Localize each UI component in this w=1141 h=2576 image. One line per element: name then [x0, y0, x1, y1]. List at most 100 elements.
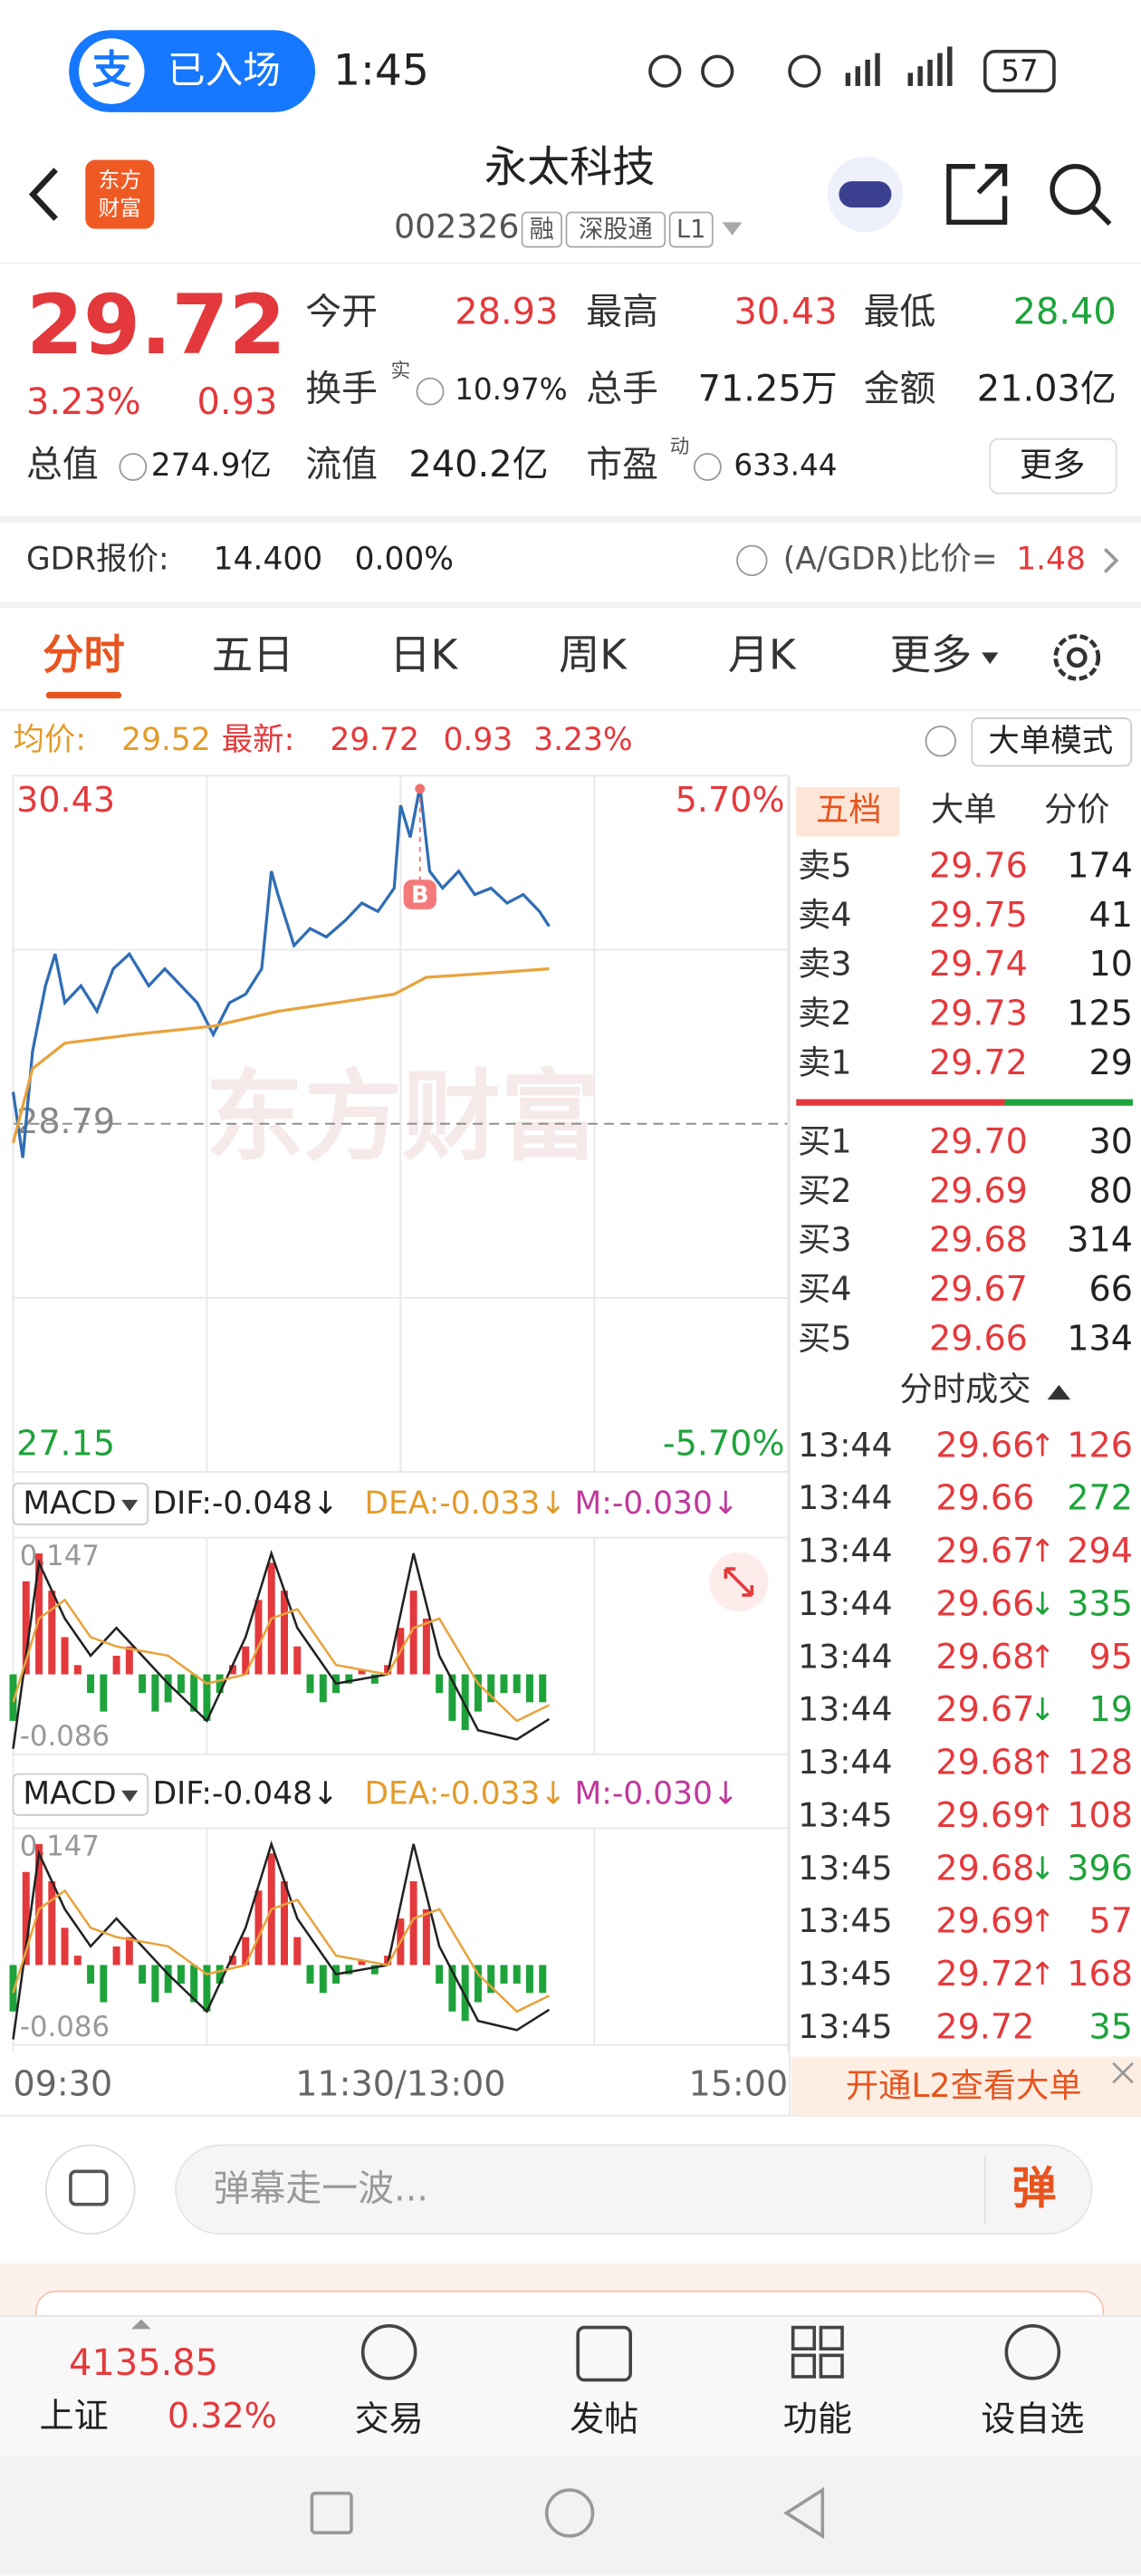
settings-button[interactable] — [1053, 633, 1101, 681]
indicator-name[interactable]: MACD — [23, 1776, 116, 1812]
signal-bar — [855, 66, 860, 86]
book-tab[interactable]: 分价 — [1044, 790, 1110, 829]
tab[interactable]: 周K — [559, 630, 628, 678]
macd-bar — [22, 1581, 30, 1675]
sort-arrow[interactable] — [1047, 1384, 1071, 1400]
dropdown-arrow[interactable] — [121, 1499, 139, 1512]
macd-bar — [319, 1674, 327, 1703]
comment-input[interactable] — [175, 2144, 1093, 2235]
search-handle — [1089, 204, 1112, 226]
comment-icon-button[interactable] — [44, 2144, 136, 2235]
info-icon[interactable] — [693, 453, 722, 481]
macd-bar — [48, 1591, 56, 1675]
recents-button[interactable] — [310, 2491, 353, 2535]
tab[interactable]: 五日 — [212, 630, 294, 678]
y2-tick-label: -5.70% — [663, 1424, 785, 1464]
index-value[interactable]: 4135.85 — [69, 2342, 218, 2384]
book-price: 29.73 — [929, 994, 1028, 1033]
nav-label[interactable]: 设自选 — [981, 2398, 1084, 2438]
close-button[interactable] — [1112, 2062, 1134, 2084]
y-tick-label: 0.147 — [20, 1831, 100, 1863]
icon-cell — [791, 2353, 817, 2379]
trade-price: 29.66 — [935, 1583, 1034, 1623]
big-order-text[interactable]: 大单模式 — [988, 724, 1113, 760]
help-icon[interactable] — [736, 544, 768, 577]
back-nav-button[interactable] — [783, 2486, 825, 2540]
back-button[interactable] — [28, 168, 58, 221]
macd-bar — [461, 1674, 469, 1731]
book-tab[interactable]: 五档 — [816, 790, 882, 829]
trade-volume: 57 — [1088, 1901, 1132, 1941]
trade-time: 13:44 — [798, 1690, 892, 1729]
macd-bar — [125, 1646, 133, 1675]
nav-label[interactable]: 发帖 — [570, 2398, 638, 2438]
logo[interactable] — [85, 159, 155, 229]
more-button-text[interactable]: 更多 — [1020, 446, 1086, 485]
trades-title[interactable]: 分时成交 — [900, 1370, 1031, 1408]
tab[interactable]: 日K — [389, 630, 458, 678]
trade-time: 13:44 — [798, 1478, 892, 1517]
nav-label[interactable]: 交易 — [355, 2398, 424, 2438]
share-button[interactable] — [946, 164, 1008, 226]
dropdown-arrow[interactable] — [722, 222, 743, 235]
indicator-select[interactable] — [12, 1482, 149, 1525]
buy-marker — [403, 879, 436, 909]
macd-bar — [436, 1674, 444, 1694]
tab[interactable]: 更多 — [890, 630, 973, 678]
macd-bar — [525, 1965, 533, 1994]
danmaku-button[interactable]: 弹 — [1012, 2163, 1057, 2215]
home-button[interactable] — [544, 2488, 595, 2538]
book-label: 卖1 — [798, 1043, 851, 1081]
dif-line — [12, 1549, 551, 1749]
macd-bar — [306, 1674, 314, 1694]
field-sup: 动 — [670, 436, 690, 458]
chevron[interactable] — [1103, 547, 1119, 573]
more-button[interactable] — [989, 437, 1117, 495]
book-tab[interactable]: 大单 — [931, 790, 997, 829]
indicator-select[interactable] — [12, 1773, 149, 1816]
signal-bar — [927, 59, 933, 86]
l2-banner-text[interactable]: 开通L2查看大单 — [846, 2066, 1082, 2105]
badge-text[interactable]: 已入场 — [168, 47, 281, 91]
trade-dir: ↓ — [1030, 1850, 1056, 1887]
trade-volume: 396 — [1067, 1848, 1133, 1888]
index-change[interactable]: 0.32% — [168, 2396, 277, 2436]
help-icon[interactable] — [925, 726, 957, 757]
dif-label: DIF:-0.048↓ — [153, 1485, 339, 1522]
change-pct: 3.23% — [26, 381, 141, 423]
macd-bar — [345, 1674, 353, 1684]
trade-volume: 19 — [1088, 1689, 1132, 1729]
dropdown-arrow[interactable] — [982, 652, 999, 665]
macd-bar — [409, 1591, 417, 1675]
comment-placeholder[interactable]: 弹幕走一波... — [214, 2168, 428, 2210]
assistant-face — [839, 181, 892, 208]
expand-arrow[interactable] — [131, 2319, 151, 2330]
settings-center — [1066, 647, 1088, 668]
dropdown-arrow[interactable] — [121, 1790, 139, 1802]
search-button[interactable] — [1050, 164, 1101, 216]
macd-bar — [500, 1674, 508, 1694]
avg-price: 29.52 — [121, 722, 211, 758]
indicator-name[interactable]: MACD — [23, 1485, 116, 1522]
macd-bar — [358, 1669, 366, 1675]
l2-banner[interactable] — [791, 2056, 1141, 2116]
field-label: 最低 — [864, 291, 936, 332]
book-label: 卖4 — [798, 895, 851, 934]
macd-bar — [370, 1965, 379, 1975]
macd-bar — [139, 1965, 147, 1984]
nav-label[interactable]: 功能 — [783, 2398, 852, 2438]
trade-price: 29.69 — [935, 1795, 1034, 1835]
big-order-button[interactable] — [971, 717, 1133, 767]
info-icon[interactable] — [416, 377, 445, 406]
gdr-label: GDR报价: — [26, 541, 169, 577]
tag-box — [668, 211, 714, 248]
tab[interactable]: 月K — [728, 630, 797, 678]
index-name[interactable]: 上证 — [40, 2396, 109, 2436]
tab[interactable]: 分时 — [43, 630, 125, 678]
trade-volume: 168 — [1067, 1954, 1133, 1994]
info-icon[interactable] — [119, 453, 148, 481]
macd-bar — [539, 1674, 547, 1703]
trade-dir: ↑ — [1030, 1904, 1056, 1940]
clock: 1:45 — [333, 45, 429, 95]
